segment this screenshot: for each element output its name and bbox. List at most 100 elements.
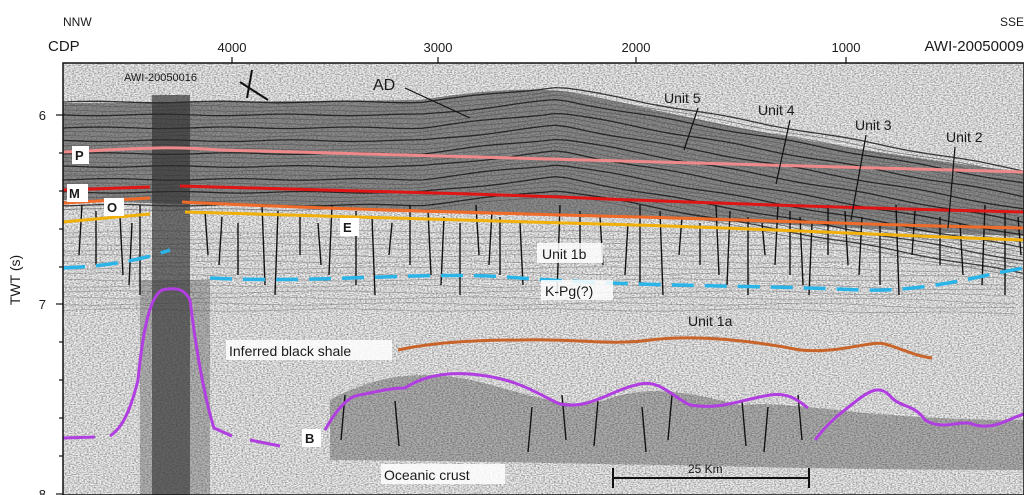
fault-line — [561, 394, 567, 441]
fault-line — [981, 204, 986, 286]
fault-line — [371, 216, 376, 296]
scale-bar-label: 25 Km — [688, 462, 723, 476]
reflector-line — [63, 160, 1024, 244]
reflector-line — [63, 104, 1024, 188]
fault-line — [394, 400, 400, 447]
fault-line — [527, 406, 533, 453]
reflector-line — [63, 129, 1024, 213]
cdp-axis-label: CDP — [48, 38, 80, 55]
fault-line — [218, 216, 223, 266]
reflector-line — [63, 86, 1024, 172]
fault-line — [641, 406, 647, 453]
fault-line — [624, 222, 629, 276]
reflector-line — [63, 116, 1024, 202]
fault-line — [715, 204, 720, 276]
fault-line — [427, 210, 432, 276]
fault-line — [119, 216, 124, 276]
twt-tick-label: 8 — [39, 487, 46, 495]
fault-line — [858, 216, 863, 276]
basement-line — [63, 287, 1024, 448]
reflector-line — [63, 272, 1016, 280]
twt-axis — [56, 114, 63, 495]
fault-line — [78, 204, 83, 256]
cdp-tick-label: 4000 — [218, 40, 247, 55]
reflector-line — [63, 284, 1015, 290]
cdp-axis — [231, 57, 847, 63]
fault-line — [261, 204, 266, 286]
reflector-line — [63, 302, 1015, 309]
fault-line — [763, 406, 769, 453]
direction-left-label: NNW — [63, 15, 92, 29]
horizon-m-label: M — [69, 186, 80, 201]
reflector-line — [63, 296, 1016, 304]
crossing-line-marker — [239, 81, 269, 101]
twt-tick-label: 6 — [39, 108, 46, 123]
unit1a-label: Unit 1a — [688, 313, 733, 329]
fault-line — [128, 222, 133, 286]
direction-right-label: SSE — [1000, 15, 1024, 29]
fault-line — [1017, 216, 1022, 256]
horizon-o-label: O — [107, 200, 117, 215]
fault-lines — [78, 204, 1022, 453]
cdp-tick-label: 3000 — [424, 40, 453, 55]
black-shale-line — [397, 336, 933, 360]
reflector-line — [63, 181, 1024, 265]
reflector-line — [63, 138, 1024, 223]
horizon-p-label: P — [75, 148, 84, 163]
fault-line — [844, 210, 849, 266]
plot-frame — [62, 62, 1024, 495]
unit5-label: Unit 5 — [664, 90, 701, 106]
unit2-label: Unit 2 — [946, 129, 983, 145]
reflector-line — [63, 236, 1016, 244]
black-shale-label: Inferred black shale — [229, 343, 351, 359]
reflector-line — [63, 109, 1024, 192]
unit3-label: Unit 3 — [855, 117, 892, 133]
reflector-line — [63, 146, 1024, 232]
crossing-line-right-label: AWI-20050009 — [924, 38, 1024, 55]
fault-line — [274, 210, 279, 296]
fault-line — [774, 204, 779, 266]
fault-line — [593, 400, 599, 447]
fault-line — [519, 222, 524, 286]
twt-tick-label: 7 — [39, 297, 46, 312]
fault-line — [317, 222, 322, 266]
kpg-label: K-Pg(?) — [545, 283, 593, 299]
twt-axis-label: TWT (s) — [7, 255, 23, 305]
horizon-e-line — [63, 210, 1024, 242]
reflector-line — [63, 124, 1024, 210]
horizon-p-line — [63, 146, 1024, 174]
unit4-label: Unit 4 — [758, 102, 795, 118]
reflector-line — [63, 155, 1024, 239]
reflector-line — [63, 308, 1016, 315]
scale-bar — [612, 468, 810, 488]
fault-line — [388, 222, 393, 256]
cdp-tick-label: 2000 — [622, 40, 651, 55]
unit1b-label: Unit 1b — [542, 246, 587, 262]
fault-line — [895, 204, 900, 296]
kpg-horizon-line — [63, 248, 1024, 292]
reflector-line — [63, 142, 1024, 228]
oceanic-crust-label: Oceanic crust — [384, 467, 470, 483]
fault-line — [959, 222, 964, 276]
fault-line — [440, 216, 445, 286]
cdp-tick-label: 1000 — [832, 40, 861, 55]
fault-line — [204, 210, 209, 256]
horizon-b-label: B — [305, 431, 314, 446]
fault-line — [741, 400, 747, 447]
crossing-line-marker — [246, 69, 253, 99]
reflector-line — [63, 90, 1024, 176]
crossing-line-label: AWI-20050016 — [124, 72, 197, 84]
fault-line — [911, 210, 916, 256]
reflector-line — [63, 186, 1024, 269]
ad-label: AD — [373, 77, 395, 94]
reflector-line — [63, 120, 1024, 206]
fault-line — [808, 222, 813, 296]
reflector-line — [63, 164, 1024, 249]
fault-line — [726, 210, 731, 286]
reflector-line — [63, 266, 1016, 272]
fault-line — [667, 394, 673, 441]
horizon-e-label: E — [343, 220, 352, 235]
fault-line — [678, 216, 683, 256]
fault-line — [799, 216, 804, 286]
